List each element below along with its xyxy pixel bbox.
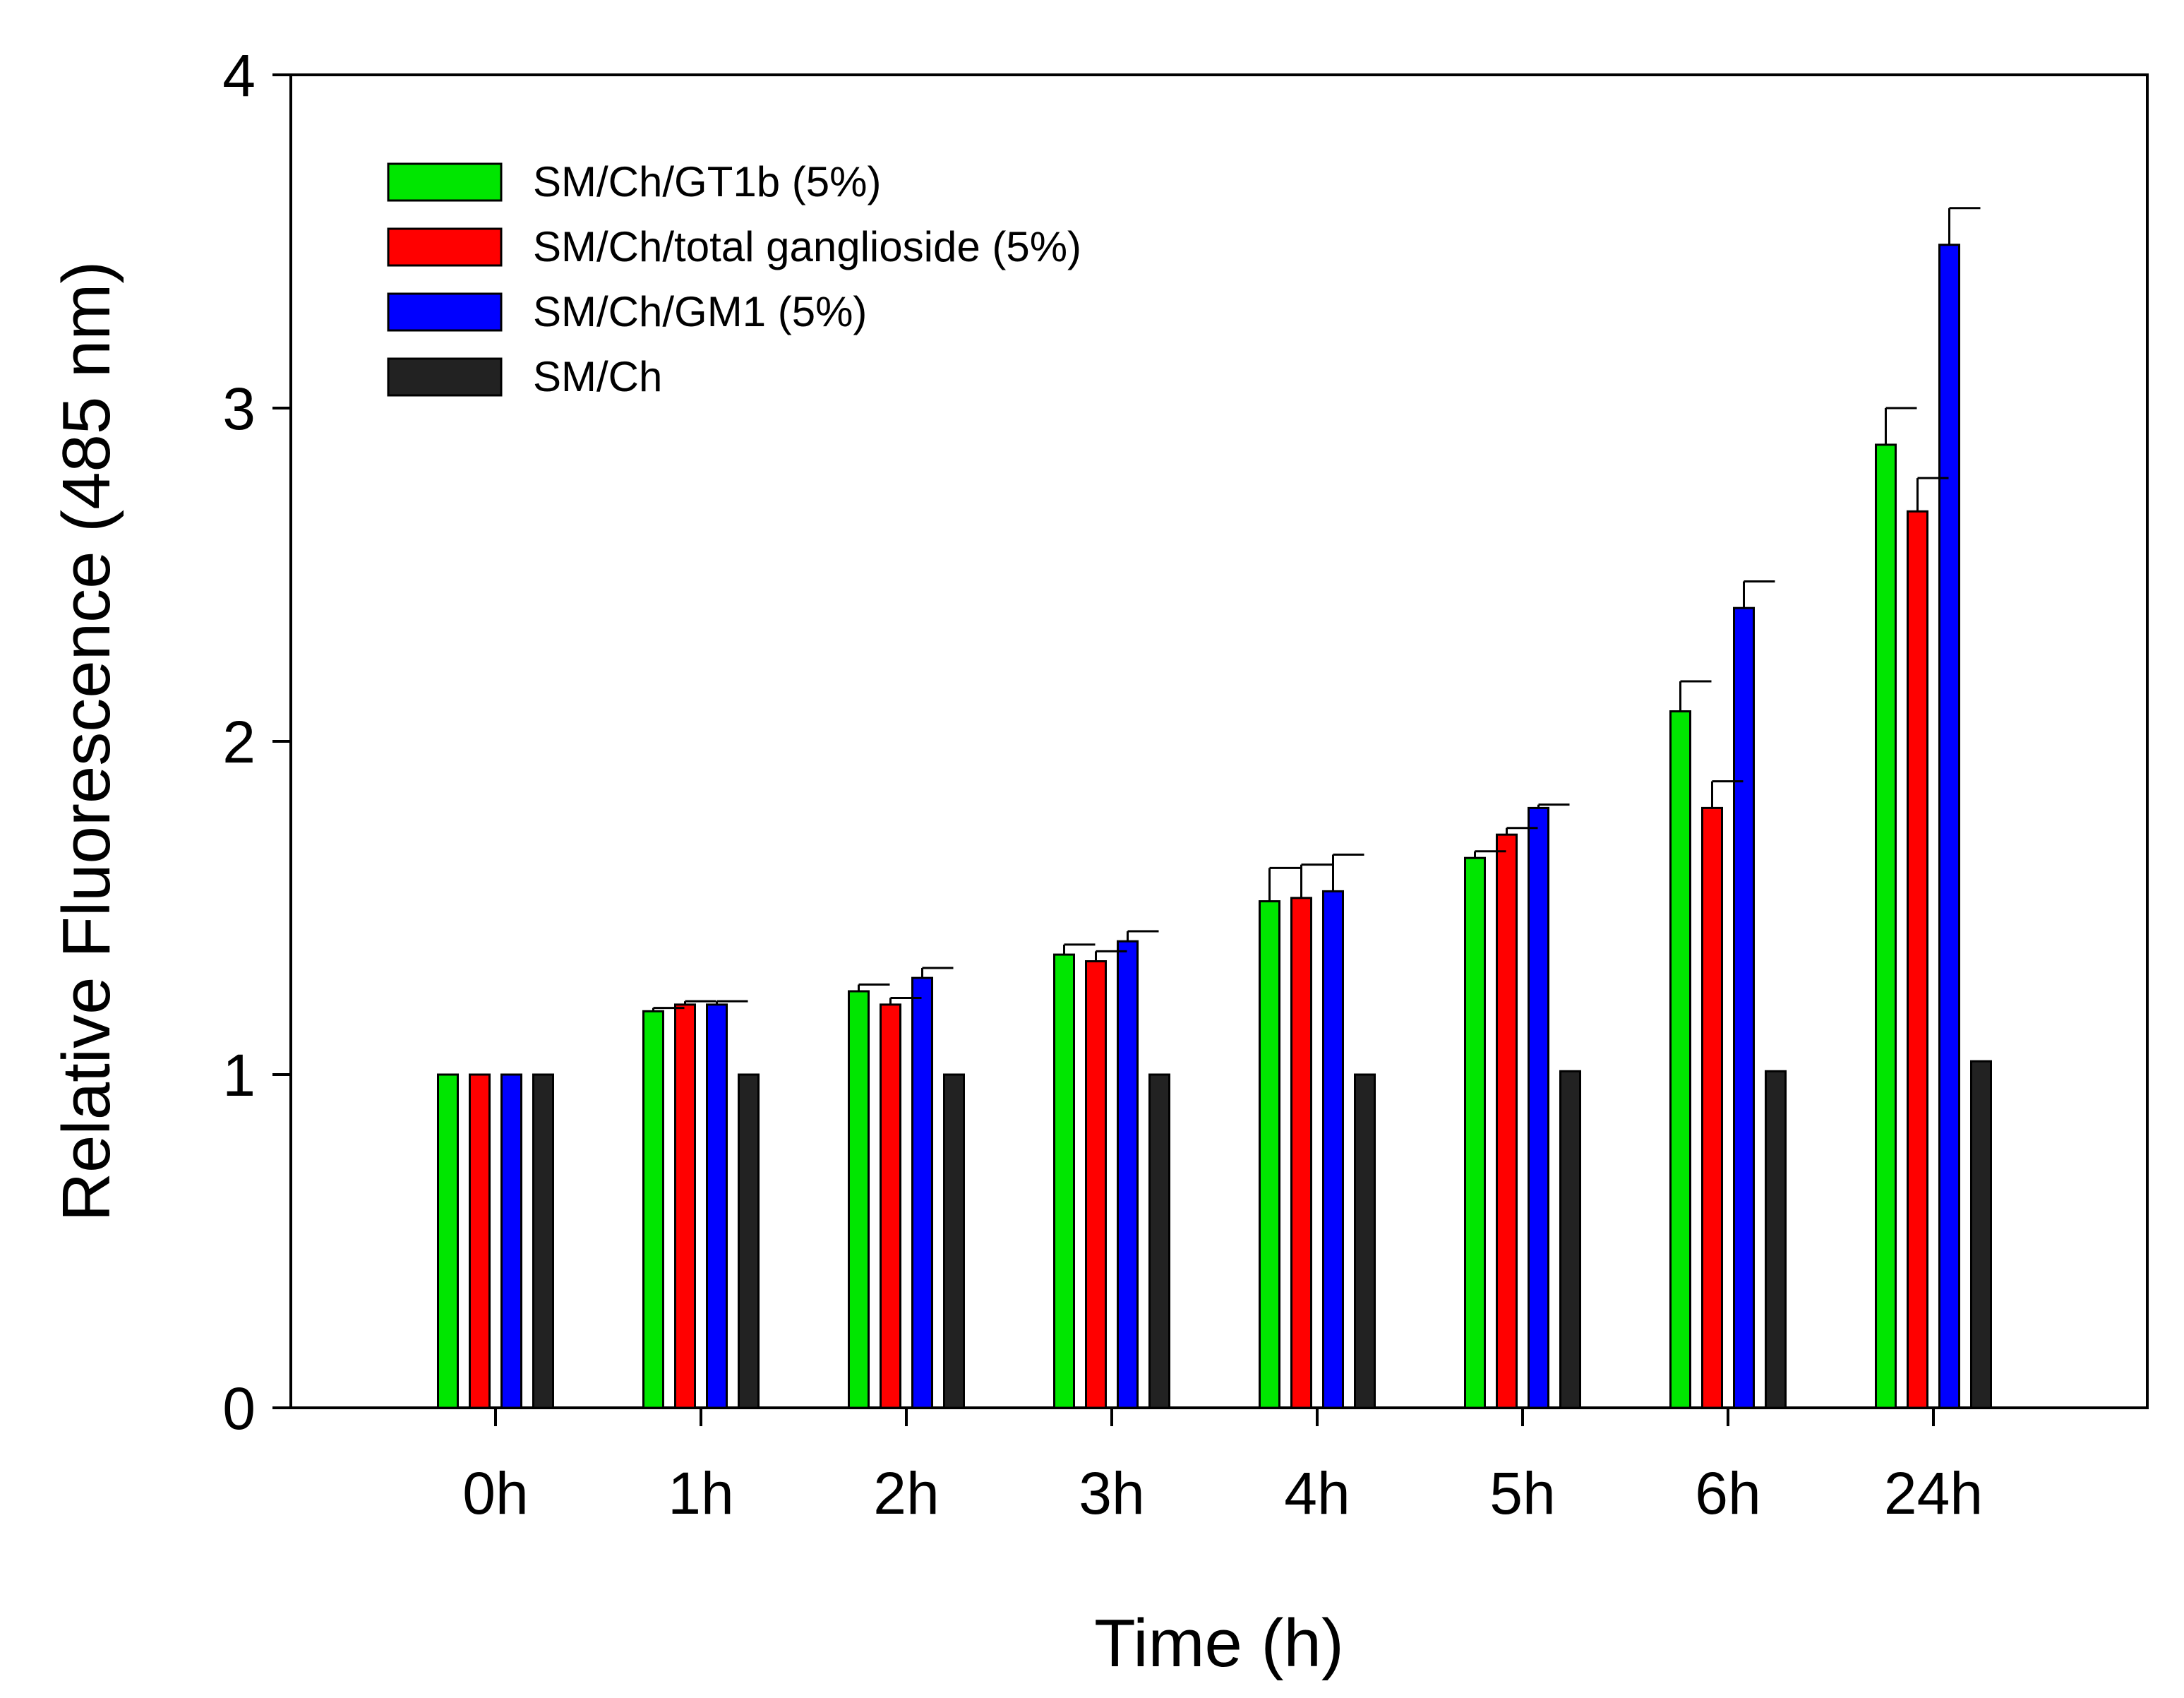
legend-swatch [387,357,503,397]
legend-label: SM/Ch/GM1 (5%) [533,288,867,335]
bar [738,1073,760,1409]
y-tick-label: 3 [222,376,256,442]
error-bars [652,207,1981,1012]
x-tick-label: 5h [1489,1460,1555,1526]
bar [1354,1073,1376,1409]
legend-swatch [387,162,503,202]
bar [500,1073,522,1409]
bar-series [437,244,1992,1409]
y-tick-label: 1 [222,1042,256,1108]
bar [880,1003,901,1409]
y-tick-label: 4 [222,42,256,109]
x-tick-label: 1h [668,1460,733,1526]
bar [1085,960,1107,1409]
bar [1053,953,1075,1409]
bar [642,1010,664,1409]
bar [1970,1060,1992,1409]
x-tick-label: 4h [1284,1460,1350,1526]
bar [1117,940,1139,1409]
x-axis: 0h 1h 2h 3h 4h 5h 6h 24h [462,1408,1983,1526]
bar [943,1073,965,1409]
legend-label: SM/Ch/GT1b (5%) [533,158,881,205]
bar [1559,1070,1581,1409]
bar [1322,890,1344,1409]
bar [1875,443,1897,1409]
legend-label: SM/Ch/total ganglioside (5%) [533,223,1081,270]
x-tick-label: 0h [462,1460,528,1526]
x-tick-label: 3h [1079,1460,1144,1526]
y-tick-label: 2 [222,709,256,775]
bar [1496,833,1518,1409]
bar [911,976,933,1409]
bar [1669,710,1691,1409]
bar [1290,897,1312,1409]
bar [848,990,870,1409]
bar [532,1073,554,1409]
y-axis-title: Relative Fluorescence (485 nm) [49,261,124,1222]
legend-label: SM/Ch [533,353,662,400]
bar [1464,856,1486,1409]
plot-area [289,73,2149,1409]
bar [1528,806,1549,1409]
bar [1733,606,1755,1409]
bar [674,1003,696,1409]
bar [1765,1070,1787,1409]
legend-swatch [387,292,503,332]
legend: SM/Ch/GT1b (5%) SM/Ch/total ganglioside (… [387,158,1081,400]
x-axis-title: Time (h) [1094,1606,1344,1681]
bar [1907,510,1928,1409]
bar [1938,244,1960,1409]
y-axis: 0 1 2 3 4 [222,42,291,1442]
x-tick-label: 6h [1695,1460,1760,1526]
bar [706,1003,728,1409]
bar [469,1073,491,1409]
x-tick-label: 24h [1884,1460,1983,1526]
bar [1148,1073,1170,1409]
y-tick-label: 0 [222,1375,256,1442]
bar [1259,900,1280,1409]
x-tick-label: 2h [873,1460,939,1526]
legend-swatch [387,227,503,267]
bar [437,1073,459,1409]
bar [1701,806,1723,1409]
